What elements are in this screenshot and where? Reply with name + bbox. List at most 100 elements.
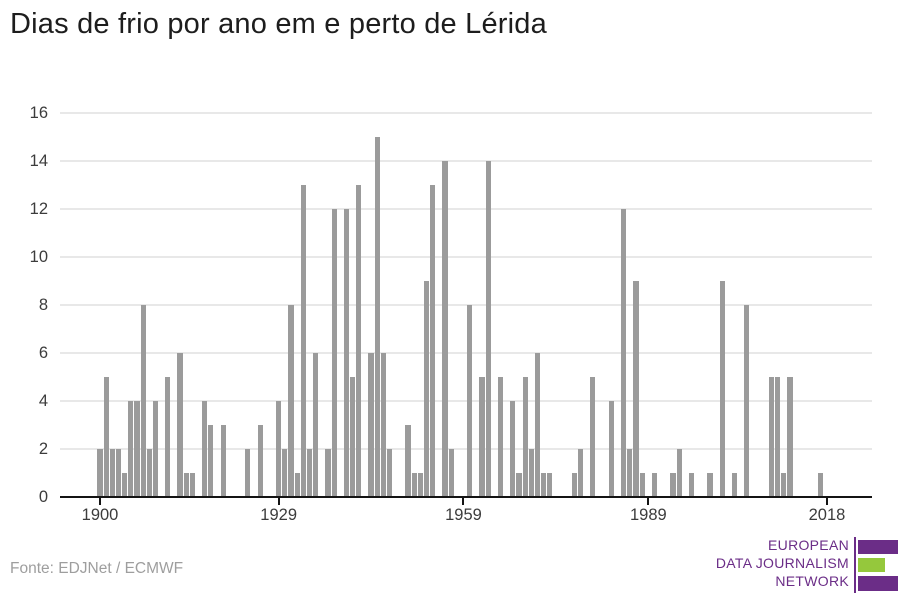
x-tick-mark-1989	[647, 498, 650, 505]
x-tick-label-2018: 2018	[808, 506, 846, 524]
bar-1967[interactable]	[510, 401, 516, 497]
bar-1926[interactable]	[257, 425, 263, 497]
gridline-y6	[60, 352, 872, 354]
bar-1906[interactable]	[134, 401, 140, 497]
bar-1917[interactable]	[202, 401, 208, 497]
bar-1969[interactable]	[522, 377, 528, 497]
bar-1983[interactable]	[608, 401, 614, 497]
logo-text-line2: DATA JOURNALISM	[715, 555, 849, 571]
bar-1924[interactable]	[245, 449, 251, 497]
logo-text-line1: EUROPEAN	[768, 537, 849, 553]
bar-1909[interactable]	[152, 401, 159, 497]
bar-1942[interactable]	[356, 185, 362, 497]
y-tick-label-12: 12	[29, 200, 48, 218]
bar-1962[interactable]	[479, 377, 485, 497]
bar-1950[interactable]	[405, 425, 411, 497]
bar-1913[interactable]	[177, 353, 183, 497]
bar-1945[interactable]	[374, 137, 380, 497]
bar-1963[interactable]	[485, 161, 491, 497]
bar-1903[interactable]	[115, 449, 122, 497]
bar-1918[interactable]	[208, 425, 214, 497]
bar-2005[interactable]	[744, 305, 750, 497]
bar-1937[interactable]	[325, 449, 331, 497]
bar-1930[interactable]	[282, 449, 288, 497]
bar-1980[interactable]	[590, 377, 596, 497]
x-tick-mark-2018	[825, 498, 828, 505]
bar-1999[interactable]	[707, 473, 713, 497]
chart-title: Dias de frio por ano em e perto de Lérid…	[10, 8, 547, 40]
gridline-y10	[60, 256, 872, 258]
gridline-y14	[60, 160, 872, 162]
gridline-y12	[60, 208, 872, 210]
bar-2009[interactable]	[768, 377, 775, 497]
bar-1968[interactable]	[516, 473, 522, 497]
bar-1911[interactable]	[165, 377, 171, 497]
bar-1970[interactable]	[528, 449, 534, 497]
y-tick-label-0: 0	[38, 488, 48, 506]
x-tick-mark-1929	[277, 498, 280, 505]
bar-1902[interactable]	[109, 449, 115, 497]
bar-1915[interactable]	[189, 473, 195, 497]
source-note: Fonte: EDJNet / ECMWF	[10, 560, 184, 577]
x-tick-mark-1959	[462, 498, 465, 505]
bar-1953[interactable]	[423, 281, 430, 497]
gridline-y4	[60, 400, 872, 402]
bar-2017[interactable]	[818, 473, 824, 497]
bar-2003[interactable]	[731, 473, 738, 497]
bar-1978[interactable]	[577, 449, 584, 497]
bar-1905[interactable]	[128, 401, 134, 497]
bar-1994[interactable]	[676, 449, 682, 497]
y-tick-label-10: 10	[29, 248, 48, 266]
bar-1985[interactable]	[621, 209, 627, 497]
bar-1932[interactable]	[294, 473, 300, 497]
bar-2012[interactable]	[787, 377, 793, 497]
bar-1956[interactable]	[442, 161, 448, 497]
bar-1973[interactable]	[547, 473, 553, 497]
bar-1941[interactable]	[350, 377, 356, 497]
bar-1904[interactable]	[122, 473, 128, 497]
bar-1957[interactable]	[448, 449, 454, 497]
bar-1960[interactable]	[467, 305, 473, 497]
bar-1938[interactable]	[331, 209, 337, 497]
gridline-y8	[60, 304, 872, 306]
bar-1988[interactable]	[639, 473, 645, 497]
bar-1947[interactable]	[386, 449, 393, 497]
bar-2011[interactable]	[781, 473, 787, 497]
bar-1931[interactable]	[288, 305, 294, 497]
bar-1954[interactable]	[430, 185, 436, 497]
bar-1986[interactable]	[627, 449, 633, 497]
bar-1977[interactable]	[571, 473, 577, 497]
bar-1996[interactable]	[688, 473, 695, 497]
bar-1990[interactable]	[651, 473, 658, 497]
y-tick-label-8: 8	[38, 296, 48, 314]
bar-1929[interactable]	[276, 401, 282, 497]
bar-1901[interactable]	[103, 377, 109, 497]
logo-bar-middle	[858, 558, 885, 572]
bar-1952[interactable]	[417, 473, 423, 497]
bar-1940[interactable]	[343, 209, 350, 497]
bar-1920[interactable]	[220, 425, 226, 497]
bar-1951[interactable]	[411, 473, 417, 497]
x-tick-label-1989: 1989	[629, 506, 667, 524]
bar-1971[interactable]	[534, 353, 541, 497]
bar-1908[interactable]	[146, 449, 152, 497]
bar-1987[interactable]	[633, 281, 639, 497]
bar-1934[interactable]	[306, 449, 313, 497]
bar-1946[interactable]	[380, 353, 386, 497]
bar-1914[interactable]	[183, 473, 189, 497]
x-tick-label-1900: 1900	[81, 506, 119, 524]
bar-1944[interactable]	[368, 353, 374, 497]
logo-bar-top	[858, 540, 898, 554]
bar-1935[interactable]	[313, 353, 319, 497]
gridline-y16	[60, 112, 872, 114]
bar-1933[interactable]	[300, 185, 306, 497]
bar-1993[interactable]	[670, 473, 676, 497]
bar-1972[interactable]	[540, 473, 547, 497]
bar-1900[interactable]	[97, 449, 103, 497]
bar-1965[interactable]	[497, 377, 504, 497]
logo-bar-bottom	[858, 576, 898, 591]
bar-1907[interactable]	[140, 305, 146, 497]
bar-2001[interactable]	[719, 281, 725, 497]
bar-2010[interactable]	[775, 377, 781, 497]
